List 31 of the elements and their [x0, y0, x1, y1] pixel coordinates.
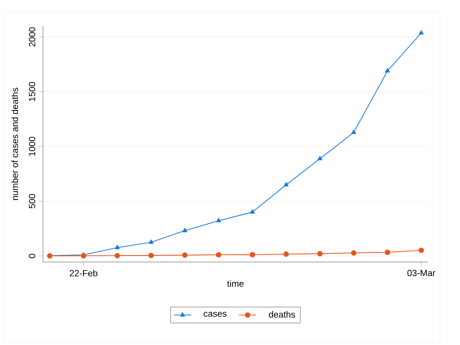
point — [182, 228, 188, 232]
point — [216, 218, 222, 222]
point — [418, 248, 424, 253]
point — [148, 240, 154, 244]
point — [318, 156, 322, 160]
y-tick-label: 0 — [28, 254, 36, 258]
point — [418, 30, 424, 35]
point — [351, 130, 356, 134]
point — [250, 209, 255, 214]
y-tick-label: 2000 — [28, 27, 36, 46]
point — [114, 252, 120, 258]
x-axis-title: time — [227, 280, 244, 287]
point — [284, 182, 289, 186]
x-tick-label: 03-Mar — [407, 270, 436, 276]
legend-label: cases — [204, 312, 226, 317]
point — [351, 250, 356, 256]
point — [317, 250, 323, 256]
x-tick-label: 22-Feb — [70, 270, 98, 276]
point — [114, 244, 120, 250]
legend-label: deaths — [268, 311, 296, 318]
point — [148, 252, 154, 258]
point — [250, 252, 256, 258]
y-axis-title: number of cases and deaths — [11, 88, 18, 200]
y-tick-label: 500 — [28, 194, 36, 208]
y-tick-label: 1500 — [28, 82, 36, 101]
point — [385, 68, 390, 72]
point — [182, 252, 188, 258]
point — [384, 250, 390, 256]
y-tick-label: 1000 — [28, 136, 36, 156]
point — [283, 251, 289, 257]
point — [216, 252, 222, 258]
